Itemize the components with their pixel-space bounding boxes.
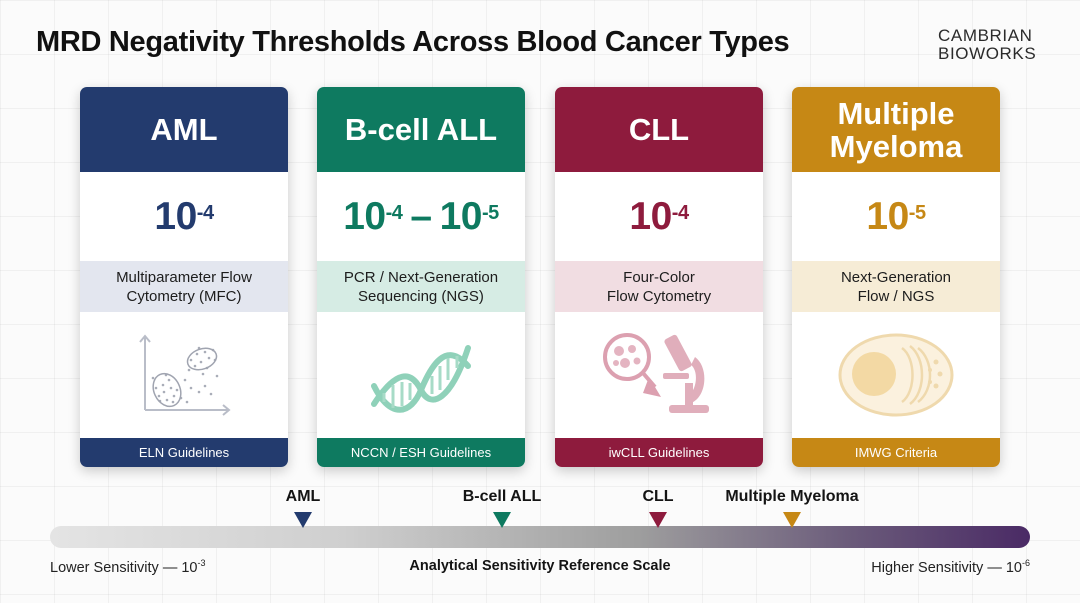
scatter-plot-icon	[139, 334, 231, 416]
microscope-icon	[603, 333, 709, 413]
guideline-label: ELN Guidelines	[138, 445, 230, 460]
guideline-footer: ELN Guidelines	[80, 438, 288, 467]
scale-left-text: Lower Sensitivity — 10	[50, 559, 198, 576]
scale-marker-label-multiple-myeloma: Multiple Myeloma	[725, 488, 859, 505]
card-aml: AML 10 -4 Multiparameter Flow Cytometry (…	[80, 87, 288, 467]
scale-marker-label-aml: AML	[285, 488, 321, 505]
plasma-cell-icon	[838, 333, 954, 417]
threshold-base-2: 10	[439, 194, 483, 238]
scale-title: Analytical Sensitivity Reference Scale	[409, 558, 671, 574]
card-illustration	[792, 312, 1000, 438]
threshold-base: 10	[629, 194, 672, 238]
threshold-base: 10	[343, 194, 386, 238]
method-line-1: Next-Generation	[840, 268, 952, 286]
card-illustration	[80, 312, 288, 438]
card-illustration	[555, 312, 763, 438]
card-header: B-cell ALL	[317, 87, 525, 172]
dna-helix-icon	[371, 345, 471, 413]
scale-marker-label-b-cell-all: B-cell ALL	[462, 488, 542, 505]
method-band: Next-Generation Flow / NGS	[792, 261, 1000, 312]
scale-marker-b-cell-all	[493, 512, 511, 528]
method-band: Multiparameter Flow Cytometry (MFC)	[80, 261, 288, 312]
card-header: AML	[80, 87, 288, 172]
threshold-value: 10 -4	[154, 194, 214, 238]
guideline-label: NCCN / ESH Guidelines	[350, 445, 492, 460]
method-line-2: Flow Cytometry	[606, 287, 712, 305]
cancer-type-label-line-1: Multiple	[837, 95, 955, 131]
page-title: MRD Negativity Thresholds Across Blood C…	[36, 26, 790, 58]
cancer-type-label: B-cell ALL	[344, 112, 498, 147]
guideline-label: IMWG Criteria	[854, 445, 938, 460]
card-b-cell-all: B-cell ALL 10 -4 – 10 -5 PCR / Next-Genera…	[317, 87, 525, 467]
scale-right-text: Higher Sensitivity — 10	[871, 559, 1022, 576]
guideline-footer: IMWG Criteria	[792, 438, 1000, 467]
scale-right-label: Higher Sensitivity — 10-6	[871, 558, 1030, 576]
method-line-1: Multiparameter Flow	[116, 268, 252, 286]
threshold-dash: –	[410, 194, 432, 238]
card-header: Multiple Myeloma	[792, 87, 1000, 172]
cancer-type-label: AML	[150, 112, 218, 147]
threshold-value: 10 -4	[629, 194, 689, 238]
guideline-label: iwCLL Guidelines	[608, 445, 710, 460]
card-multiple-myeloma: Multiple Myeloma 10 -5 Next-Generation Fl…	[792, 87, 1000, 467]
scale-marker-multiple-myeloma	[783, 512, 801, 528]
cancer-type-label: CLL	[628, 112, 690, 147]
method-line-1: Four-Color	[623, 268, 695, 286]
method-line-1: PCR / Next-Generation	[343, 268, 499, 286]
method-band: PCR / Next-Generation Sequencing (NGS)	[317, 261, 525, 312]
brand-logo: CAMBRIAN BIOWORKS	[938, 27, 1036, 63]
scale-marker-aml	[294, 512, 312, 528]
card-illustration	[317, 312, 525, 438]
threshold-base: 10	[866, 194, 909, 238]
brand-line-1: CAMBRIAN	[938, 26, 1033, 45]
scale-left-label: Lower Sensitivity — 10-3	[50, 558, 206, 576]
guideline-footer: NCCN / ESH Guidelines	[317, 438, 525, 467]
scale-marker-label-cll: CLL	[642, 488, 674, 505]
method-line-2: Sequencing (NGS)	[358, 287, 484, 305]
sensitivity-gradient-bar	[50, 526, 1030, 548]
scale-left-exponent: -3	[197, 558, 206, 568]
card-cll: CLL 10 -4 Four-Color Flow Cytometry	[555, 87, 763, 467]
threshold-value: 10 -4 – 10 -5	[343, 194, 499, 238]
card-header: CLL	[555, 87, 763, 172]
scale-right-exponent: -6	[1021, 558, 1030, 568]
cancer-type-label-line-2: Myeloma	[829, 128, 963, 164]
threshold-base: 10	[154, 194, 197, 238]
method-band: Four-Color Flow Cytometry	[555, 261, 763, 312]
brand-line-2: BIOWORKS	[938, 44, 1037, 63]
method-line-2: Flow / NGS	[857, 287, 935, 305]
threshold-value: 10 -5	[866, 194, 926, 238]
method-line-2: Cytometry (MFC)	[126, 287, 242, 305]
guideline-footer: iwCLL Guidelines	[555, 438, 763, 467]
scale-marker-cll	[649, 512, 667, 528]
